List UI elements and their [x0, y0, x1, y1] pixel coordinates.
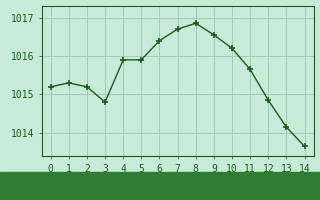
X-axis label: Graphe pression niveau de la mer (hPa): Graphe pression niveau de la mer (hPa) [42, 178, 313, 191]
